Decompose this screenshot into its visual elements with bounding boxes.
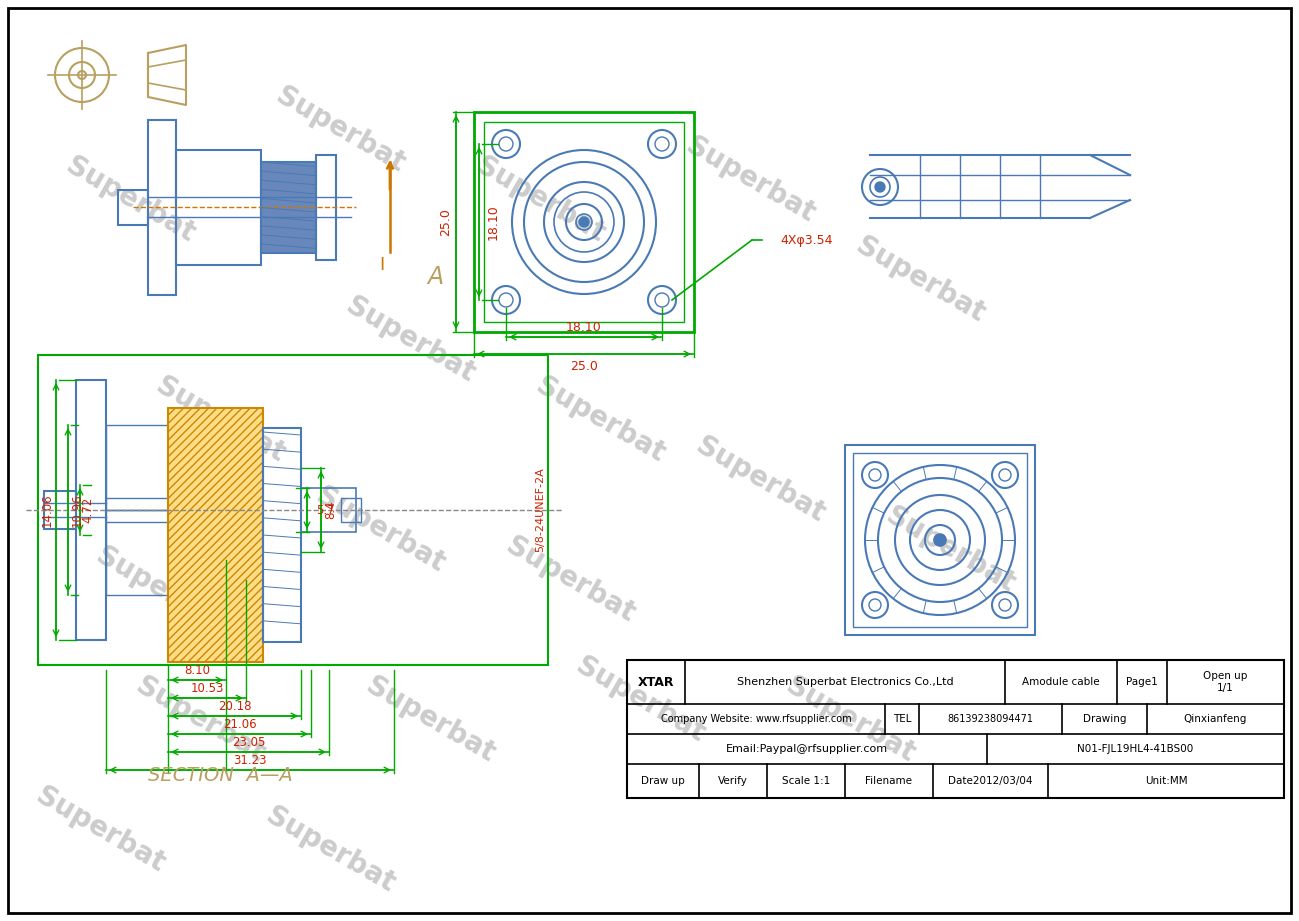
- Bar: [316, 155, 336, 260]
- Text: Superbat: Superbat: [61, 152, 200, 248]
- Text: Superbat: Superbat: [310, 482, 449, 578]
- Text: 8.4: 8.4: [325, 501, 338, 519]
- Text: A: A: [427, 265, 443, 289]
- Text: Verify: Verify: [718, 776, 748, 786]
- Text: Superbat: Superbat: [131, 671, 269, 768]
- Bar: [148, 120, 175, 295]
- Text: Superbat: Superbat: [781, 671, 920, 768]
- Text: Superbat: Superbat: [91, 542, 230, 638]
- Text: 8.10: 8.10: [184, 663, 210, 677]
- Circle shape: [876, 182, 885, 192]
- Bar: [262, 428, 301, 642]
- Text: Superbat: Superbat: [361, 671, 499, 768]
- Text: Open up
1/1: Open up 1/1: [1203, 671, 1247, 693]
- Text: Qinxianfeng: Qinxianfeng: [1183, 714, 1247, 724]
- Text: Filename: Filename: [865, 776, 912, 786]
- Text: 23.05: 23.05: [231, 736, 265, 749]
- Bar: [107, 510, 175, 595]
- Text: Scale 1:1: Scale 1:1: [782, 776, 830, 786]
- Circle shape: [579, 217, 588, 227]
- Text: Superbat: Superbat: [851, 232, 990, 328]
- Text: Draw up: Draw up: [642, 776, 685, 786]
- Bar: [853, 453, 1028, 627]
- Bar: [77, 380, 107, 640]
- Text: Date2012/03/04: Date2012/03/04: [948, 776, 1033, 786]
- Text: TEL: TEL: [892, 714, 912, 724]
- Text: 5/8-24UNEF-2A: 5/8-24UNEF-2A: [535, 468, 546, 553]
- Bar: [175, 150, 261, 265]
- Bar: [485, 122, 685, 322]
- Text: Superbat: Superbat: [881, 502, 1020, 598]
- Bar: [846, 445, 1035, 635]
- Text: 14.06: 14.06: [40, 493, 53, 527]
- Text: 4Xφ3.54: 4Xφ3.54: [781, 234, 833, 247]
- Text: SECTION  A—A: SECTION A—A: [148, 765, 292, 785]
- Text: Unit:MM: Unit:MM: [1144, 776, 1187, 786]
- Text: Page1: Page1: [1126, 677, 1157, 687]
- Text: 4.72: 4.72: [82, 496, 95, 523]
- Text: Superbat: Superbat: [530, 372, 669, 468]
- Text: 20.18: 20.18: [218, 700, 251, 713]
- Text: Superbat: Superbat: [340, 292, 479, 388]
- Text: 25.0: 25.0: [570, 359, 598, 372]
- Text: Superbat: Superbat: [470, 152, 609, 248]
- Bar: [107, 425, 175, 510]
- Text: 21.06: 21.06: [222, 717, 256, 730]
- Bar: [342, 498, 361, 522]
- Text: 18.10: 18.10: [566, 321, 601, 333]
- Text: Superbat: Superbat: [691, 432, 829, 528]
- Bar: [38, 355, 548, 665]
- Text: Company Website: www.rfsupplier.com: Company Website: www.rfsupplier.com: [661, 714, 851, 724]
- Bar: [474, 112, 694, 332]
- Text: Drawing: Drawing: [1083, 714, 1126, 724]
- Text: Superbat: Superbat: [681, 132, 820, 228]
- Text: Superbat: Superbat: [151, 372, 290, 468]
- Text: Superbat: Superbat: [261, 802, 399, 898]
- Text: Amodule cable: Amodule cable: [1022, 677, 1100, 687]
- Text: Email:Paypal@rfsupplier.com: Email:Paypal@rfsupplier.com: [726, 744, 889, 754]
- Bar: [261, 162, 316, 253]
- Text: 5.7: 5.7: [316, 504, 334, 517]
- Text: 86139238094471: 86139238094471: [947, 714, 1034, 724]
- Circle shape: [934, 534, 946, 546]
- Text: Shenzhen Superbat Electronics Co.,Ltd: Shenzhen Superbat Electronics Co.,Ltd: [737, 677, 953, 687]
- Bar: [627, 660, 1283, 798]
- Text: 18.10: 18.10: [487, 204, 500, 239]
- Text: Superbat: Superbat: [270, 82, 409, 178]
- Text: I: I: [379, 256, 385, 274]
- Text: N01-FJL19HL4-41BS00: N01-FJL19HL4-41BS00: [1077, 744, 1194, 754]
- Bar: [301, 488, 356, 532]
- Text: 25.0: 25.0: [439, 208, 452, 236]
- Text: Superbat: Superbat: [31, 782, 169, 878]
- Text: XTAR: XTAR: [638, 675, 674, 689]
- Bar: [118, 190, 148, 225]
- Text: Superbat: Superbat: [500, 531, 639, 628]
- Bar: [44, 491, 77, 529]
- Text: 31.23: 31.23: [234, 753, 266, 766]
- Text: 10.53: 10.53: [191, 682, 223, 694]
- Bar: [168, 408, 262, 662]
- Text: Superbat: Superbat: [570, 652, 709, 748]
- Text: 10.96: 10.96: [70, 493, 83, 527]
